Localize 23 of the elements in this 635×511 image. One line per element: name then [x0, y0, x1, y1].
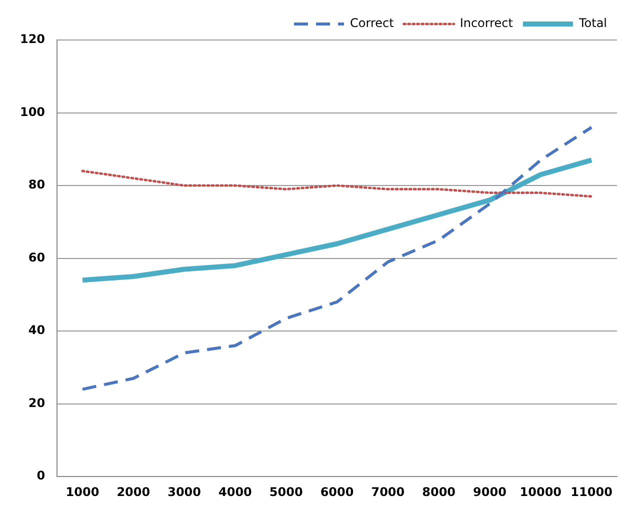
x-tick-label: 2000 — [116, 484, 150, 499]
legend-label: Total — [578, 16, 608, 30]
x-tick-label: 6000 — [320, 484, 354, 499]
y-tick-label: 40 — [28, 323, 46, 338]
x-tick-label: 8000 — [422, 484, 456, 499]
y-tick-label: 20 — [28, 396, 46, 410]
legend-label: Correct — [350, 16, 394, 30]
x-tick-label: 7000 — [371, 484, 405, 499]
y-tick-label: 100 — [20, 104, 46, 119]
x-tick-label: 5000 — [269, 484, 303, 499]
y-tick-label: 0 — [36, 468, 46, 483]
line-series — [81, 170, 593, 198]
legend-label: Incorrect — [460, 16, 514, 30]
x-tick-label: 3000 — [168, 484, 202, 499]
x-tick-label: 9000 — [473, 484, 506, 499]
x-tick-label: 4000 — [218, 484, 252, 499]
x-tick-label: 11000 — [570, 484, 612, 499]
y-tick-label: 120 — [20, 32, 46, 46]
y-tick-label: 80 — [28, 178, 46, 192]
y-tick-label: 60 — [28, 250, 46, 264]
x-tick-label: 10000 — [520, 484, 562, 499]
line-series — [81, 126, 594, 391]
x-tick-label: 1000 — [66, 484, 100, 499]
